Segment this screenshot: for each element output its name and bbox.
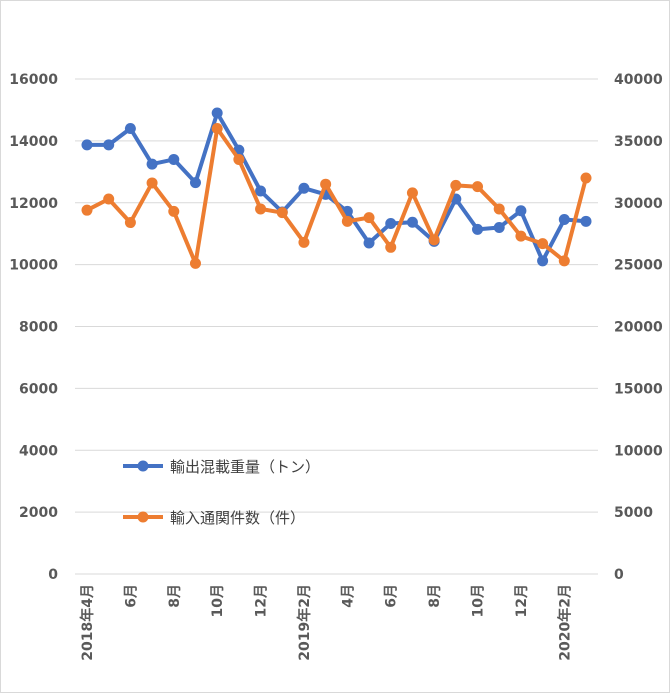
data-point [298, 182, 310, 194]
x-tick-label: 2019年2月 [296, 584, 313, 661]
data-point [146, 177, 158, 189]
data-point [558, 255, 570, 267]
data-point [124, 217, 136, 229]
data-point [363, 237, 375, 249]
left-tick-label: 2000 [19, 505, 58, 521]
data-point [580, 172, 592, 184]
data-point [168, 153, 180, 165]
data-point [537, 255, 549, 267]
data-point [168, 205, 180, 217]
x-tick-label: 12月 [514, 584, 530, 617]
data-point [320, 178, 332, 190]
data-point [515, 230, 527, 242]
right-tick-label: 10000 [614, 443, 663, 459]
legend-label: 輸出混載重量（トン） [170, 458, 320, 476]
right-tick-label: 30000 [614, 196, 663, 212]
legend-marker [137, 460, 149, 472]
x-tick-label: 10月 [471, 584, 487, 617]
data-point [580, 215, 592, 227]
x-tick-label: 2020年2月 [556, 584, 573, 661]
data-point [255, 185, 267, 197]
x-tick-label: 10月 [210, 584, 226, 617]
left-tick-label: 0 [48, 567, 58, 583]
right-tick-label: 15000 [614, 381, 663, 397]
series-2 [81, 123, 592, 269]
left-tick-label: 4000 [19, 443, 58, 459]
x-tick-label: 8月 [427, 584, 443, 608]
data-point [558, 213, 570, 225]
data-point [189, 177, 201, 189]
data-point [406, 216, 418, 228]
left-tick-label: 16000 [9, 72, 58, 88]
right-tick-label: 40000 [614, 72, 663, 88]
data-point [428, 234, 440, 246]
data-point [298, 236, 310, 248]
data-point [493, 222, 505, 233]
data-point [363, 212, 375, 224]
data-point [81, 204, 93, 216]
legend-entry-2: 輸入通関件数（件） [123, 509, 305, 527]
data-point [341, 215, 353, 227]
x-tick-label: 12月 [254, 584, 270, 617]
x-tick-label: 4月 [340, 584, 356, 608]
data-point [103, 139, 115, 151]
left-tick-label: 14000 [9, 134, 58, 150]
data-point [103, 193, 115, 205]
legend-marker [137, 511, 149, 523]
data-point [537, 238, 549, 250]
series-line [86, 126, 588, 266]
data-point [450, 179, 462, 191]
data-point [81, 139, 93, 151]
right-tick-label: 0 [614, 567, 624, 583]
data-point [276, 207, 288, 219]
legend-label: 輸入通関件数（件） [170, 509, 305, 527]
right-tick-label: 20000 [614, 320, 663, 336]
right-tick-label: 5000 [614, 505, 653, 521]
data-point [385, 217, 397, 229]
data-point [211, 123, 223, 134]
data-point [406, 187, 418, 199]
data-point [124, 123, 136, 134]
right-tick-label: 35000 [614, 134, 663, 150]
right-tick-label: 25000 [614, 258, 663, 274]
x-tick-label: 2018年4月 [79, 584, 96, 661]
x-tick-label: 6月 [123, 584, 139, 608]
legend-entry-1: 輸出混載重量（トン） [123, 458, 320, 476]
left-tick-label: 8000 [19, 320, 58, 336]
left-axis-ticks: 0 2000 4000 6000 8000 10000 12000 14000 16000 [9, 72, 58, 583]
x-axis-ticks: 2018年4月 6月 8月 10月 12月 2019年2月 4月 6月 8月 10月 12月 2020… [79, 584, 573, 661]
x-tick-label: 8月 [167, 584, 183, 608]
data-point [146, 158, 158, 170]
data-point [255, 203, 267, 215]
data-point [515, 205, 527, 217]
legend: 輸出混載重量（トン） 輸入通関件数（件） [123, 458, 320, 527]
data-point [233, 153, 245, 165]
left-tick-label: 12000 [9, 196, 58, 212]
data-point [211, 107, 223, 119]
data-point [493, 203, 505, 215]
x-tick-label: 6月 [384, 584, 400, 608]
data-point [385, 241, 397, 253]
series-layer [81, 107, 592, 269]
right-axis-ticks: 0 5000 10000 15000 20000 25000 30000 35000 40000 [614, 72, 663, 583]
left-tick-label: 6000 [19, 381, 58, 397]
left-tick-label: 10000 [9, 258, 58, 274]
data-point [472, 181, 484, 193]
gridlines [75, 78, 598, 575]
data-point [472, 223, 484, 235]
data-point [189, 257, 201, 269]
